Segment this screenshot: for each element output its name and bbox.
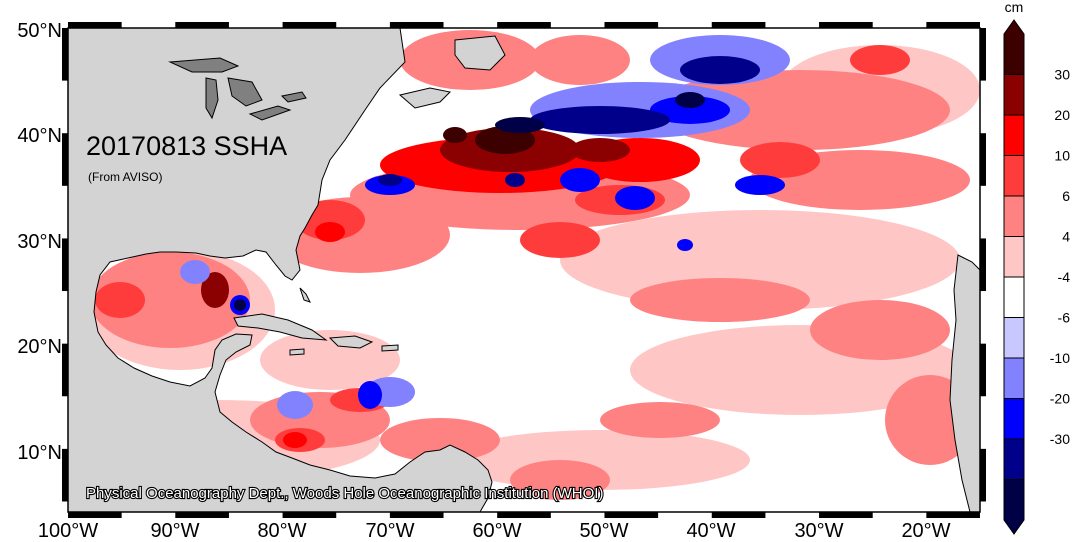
credit-text: Physical Oceanography Dept., Woods Hole … <box>86 485 603 502</box>
colorbar-segment <box>1003 276 1025 318</box>
lon-label-80w: 80°W <box>257 520 306 542</box>
frame-band <box>68 512 122 518</box>
land <box>68 28 980 512</box>
north-america-land <box>68 28 493 512</box>
frame-band <box>926 22 980 28</box>
colorbar-tick-6: 6 <box>1062 188 1070 204</box>
colorbar-segment <box>1003 19 1025 75</box>
frame-band <box>389 22 444 28</box>
lat-label-20n: 20°N <box>17 336 62 358</box>
colorbar-segment <box>1003 195 1025 237</box>
lon-label-30w: 30°W <box>794 520 843 542</box>
lat-label-10n: 10°N <box>17 442 62 464</box>
frame-band <box>980 28 986 81</box>
colorbar-segment <box>1003 317 1025 359</box>
frame-band <box>819 22 873 28</box>
great-lakes <box>168 57 307 121</box>
map-title: 20170813 SSHA <box>86 131 287 161</box>
lon-label-100w: 100°W <box>38 520 98 542</box>
lake-superior <box>168 57 240 73</box>
frame-band <box>62 343 68 397</box>
lake-ontario <box>280 91 307 103</box>
jamaica-land <box>289 348 305 356</box>
colorbar-tick-neg10: -10 <box>1050 350 1070 366</box>
newfoundland-land <box>454 35 506 71</box>
frame-band <box>175 512 229 518</box>
hispaniola-land <box>328 335 374 349</box>
frame-band <box>711 512 766 518</box>
frame-band <box>926 512 980 518</box>
lat-label-40n: 40°N <box>17 125 62 147</box>
colorbar-segment <box>1003 357 1025 399</box>
frame-band <box>282 22 337 28</box>
frame-graticule-bands <box>62 22 986 518</box>
frame-band <box>604 512 659 518</box>
map-source-note: (From AVISO) <box>88 170 162 184</box>
frame-band <box>980 448 986 502</box>
lake-huron <box>227 77 263 107</box>
colorbar-unit: cm <box>1005 0 1024 15</box>
frame-band <box>62 28 68 81</box>
frame-band <box>497 512 551 518</box>
lon-label-60w: 60°W <box>472 520 521 542</box>
frame-band <box>604 22 659 28</box>
lat-label-50n: 50°N <box>17 20 62 42</box>
colorbar-segment <box>1003 114 1025 156</box>
frame-band <box>282 512 337 518</box>
latitude-axis: 50°N 40°N 30°N 20°N 10°N <box>17 20 62 464</box>
colorbar-tick-20: 20 <box>1054 107 1070 123</box>
frame-band <box>62 448 68 502</box>
colorbar-tick-10: 10 <box>1054 148 1070 164</box>
cuba-land <box>233 313 328 341</box>
lake-michigan <box>205 77 219 120</box>
map-panel: 20170813 SSHA (From AVISO) Physical Ocea… <box>68 28 980 512</box>
lon-label-90w: 90°W <box>150 520 199 542</box>
nova-scotia-land <box>398 87 452 109</box>
frame-band <box>711 22 766 28</box>
lake-erie <box>248 105 292 121</box>
colorbar: cm 30 20 10 6 4 -4 -6 -10 -20 -30 <box>1003 0 1070 535</box>
frame-band <box>980 343 986 397</box>
frame-band <box>68 22 122 28</box>
frame-band <box>389 512 444 518</box>
colorbar-segment <box>1003 398 1025 440</box>
frame-band <box>980 133 986 186</box>
lon-label-50w: 50°W <box>579 520 628 542</box>
colorbar-ticks: 30 20 10 6 4 -4 -6 -10 -20 -30 <box>1050 67 1070 448</box>
colorbar-tick-neg4: -4 <box>1058 269 1071 285</box>
frame-band <box>980 238 986 292</box>
colorbar-tick-neg6: -6 <box>1058 310 1071 326</box>
puerto-rico-land <box>381 344 399 352</box>
colorbar-segments <box>1003 19 1025 535</box>
lon-label-40w: 40°W <box>686 520 735 542</box>
colorbar-segment <box>1003 479 1025 535</box>
frame-band <box>175 22 229 28</box>
frame-band <box>62 133 68 186</box>
frame-band <box>62 238 68 292</box>
longitude-axis: 100°W 90°W 80°W 70°W 60°W 50°W 40°W 30°W… <box>38 520 951 542</box>
frame-band <box>497 22 551 28</box>
colorbar-tick-4: 4 <box>1062 229 1070 245</box>
bahamas-land <box>299 287 311 303</box>
colorbar-segment <box>1003 438 1025 480</box>
colorbar-segment <box>1003 74 1025 116</box>
frame-band <box>819 512 873 518</box>
lon-label-70w: 70°W <box>365 520 414 542</box>
lat-label-30n: 30°N <box>17 231 62 253</box>
colorbar-tick-neg30: -30 <box>1050 431 1070 447</box>
africa-land <box>949 254 980 512</box>
lon-label-20w: 20°W <box>901 520 950 542</box>
colorbar-segment <box>1003 155 1025 197</box>
colorbar-tick-neg20: -20 <box>1050 391 1070 407</box>
colorbar-segment <box>1003 236 1025 278</box>
colorbar-tick-30: 30 <box>1054 67 1070 83</box>
